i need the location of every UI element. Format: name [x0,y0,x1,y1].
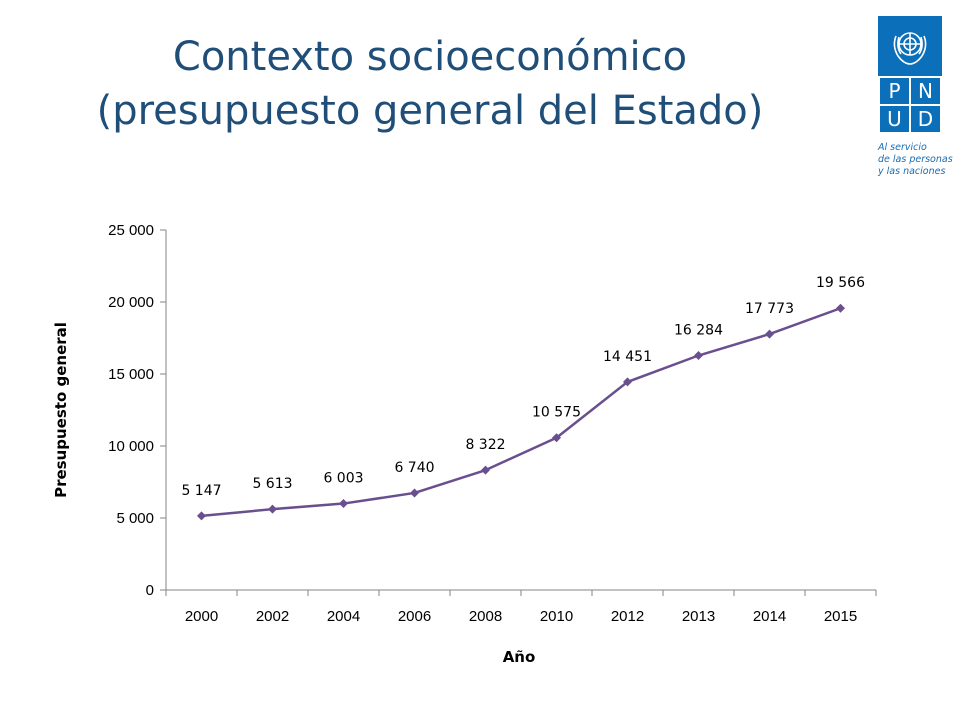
logo-letter-u: U [880,106,909,132]
un-emblem-icon [878,16,942,76]
pnud-letters: P N U D [878,76,942,134]
logo-tagline-line-1: Al servicio [878,142,927,153]
data-label: 17 773 [745,301,794,317]
slide-title-line-1: Contexto socioeconómico [172,34,688,80]
data-point-marker [552,433,561,443]
slide-title: Contexto socioeconómico (presupuesto gen… [60,30,800,138]
logo-letter-p: P [880,78,909,104]
data-label: 5 147 [181,483,221,499]
data-label: 10 575 [532,405,581,421]
y-tick-label: 25 000 [108,222,154,239]
x-tick-label: 2010 [540,608,573,625]
data-point-marker [268,504,277,514]
logo-tagline-line-2: de las personas [878,154,953,165]
data-label: 14 451 [603,349,652,365]
y-tick-label: 20 000 [108,294,154,311]
data-point-marker [836,303,845,313]
x-axis-title: Año [503,648,536,666]
x-axis: 2000 2002 2004 2006 2008 2010 2012 2013 2014 2015 [165,589,877,625]
x-tick-label: 2002 [256,608,289,625]
x-tick-label: 2014 [753,608,786,625]
data-point-marker [339,499,348,509]
y-tick-label: 15 000 [108,366,154,383]
x-tick-label: 2012 [611,608,644,625]
logo-tagline: Al servicio de las personas y las nacion… [878,142,953,178]
x-tick-label: 2008 [469,608,502,625]
logo-letter-d: D [911,106,940,132]
series-budget [197,303,845,521]
data-labels: 5 147 5 613 6 003 6 740 8 322 10 575 14 451 16 … [181,275,865,499]
data-point-marker [765,329,774,339]
y-tick-label: 10 000 [108,438,154,455]
x-tick-label: 2004 [327,608,360,625]
data-point-marker [481,465,490,475]
series-line [201,307,841,518]
data-point-marker [197,511,206,521]
x-tick-label: 2013 [682,608,715,625]
data-label: 6 003 [323,471,363,487]
slide-title-line-2: (presupuesto general del Estado) [96,88,764,134]
y-tick-label: 0 [146,582,154,599]
y-axis: 0 5 000 10 000 15 000 20 000 25 000 [108,222,167,599]
data-point-marker [623,377,632,387]
data-label: 8 322 [465,437,505,453]
pnud-logo-box: P N U D [878,16,942,134]
x-tick-label: 2000 [185,608,218,625]
x-tick-label: 2015 [824,608,857,625]
data-label: 6 740 [394,460,434,476]
logo-tagline-line-3: y las naciones [878,166,946,177]
data-label: 19 566 [816,275,865,291]
data-label: 5 613 [252,476,292,492]
logo-letter-n: N [911,78,940,104]
pnud-logo: P N U D Al servicio de las personas y la… [878,16,953,178]
data-point-marker [694,351,703,361]
x-tick-label: 2006 [398,608,431,625]
data-point-marker [410,488,419,498]
y-axis-title: Presupuesto general [52,322,70,498]
y-tick-label: 5 000 [116,510,154,527]
data-label: 16 284 [674,323,723,339]
